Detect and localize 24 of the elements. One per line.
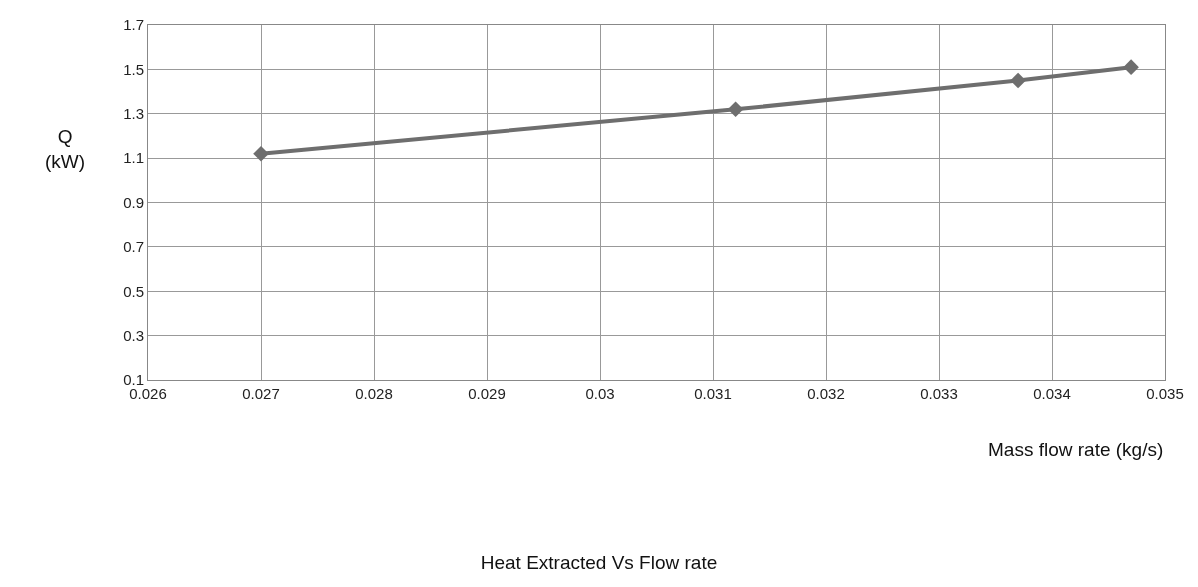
point <box>253 145 269 162</box>
x-tick-label: 0.027 <box>242 385 280 402</box>
x-tick-label: 0.034 <box>1033 385 1071 402</box>
y-axis-title: Q (kW) <box>45 126 86 172</box>
point <box>1123 59 1139 75</box>
y-tick-label: 1.3 <box>123 105 144 122</box>
point <box>1010 72 1026 89</box>
y-tick-label: 0.3 <box>123 326 144 344</box>
y-tick-label: 1.5 <box>123 60 144 78</box>
point <box>727 101 744 118</box>
x-tick-label: 0.028 <box>355 385 393 402</box>
x-tick-label: 0.029 <box>468 385 506 402</box>
text: Heat Extracted Vs Flow rate <box>480 552 718 574</box>
x-tick-label: 0.03 <box>585 385 615 402</box>
y-tick-label: 1.7 <box>123 16 144 34</box>
y-tick-label: 0.7 <box>123 238 144 256</box>
y-tick-label: 0.5 <box>123 282 144 300</box>
y-tick-label: 1.1 <box>123 149 144 167</box>
x-axis-title: Mass flow rate (kg/s) <box>988 439 1164 460</box>
x-tick-label: 0.033 <box>920 385 958 402</box>
y-tick-label: 0.9 <box>123 193 144 211</box>
x-tick-label: 0.035 <box>1146 385 1184 402</box>
x-tick-label: 0.032 <box>807 385 845 402</box>
x-tick-label: 0.031 <box>694 385 732 402</box>
